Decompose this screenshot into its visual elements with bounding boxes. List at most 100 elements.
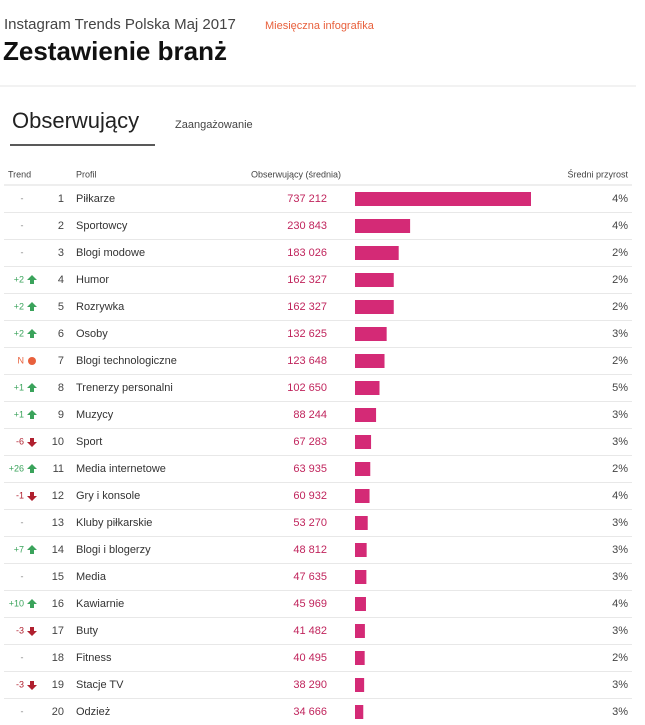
- trend-down-icon: [27, 627, 37, 636]
- trend-up-icon: [27, 545, 37, 554]
- trend: +1: [14, 382, 24, 392]
- followers-bar: [355, 192, 531, 206]
- followers-bar: [355, 543, 367, 557]
- profile-name: Stacje TV: [76, 679, 124, 691]
- growth: 4%: [612, 490, 628, 502]
- rank: 6: [58, 328, 64, 340]
- followers: 63 935: [293, 463, 327, 475]
- growth: 4%: [612, 220, 628, 232]
- column-header: Trend: [8, 169, 31, 179]
- trend: N: [18, 355, 25, 365]
- rank: 19: [52, 679, 64, 691]
- growth: 3%: [612, 706, 628, 718]
- followers: 102 650: [287, 382, 327, 394]
- profile-name: Sportowcy: [76, 220, 128, 232]
- profile-name: Muzycy: [76, 409, 114, 421]
- followers-bar: [355, 354, 385, 368]
- followers: 53 270: [293, 517, 327, 529]
- profile-name: Fitness: [76, 652, 112, 664]
- rank: 15: [52, 571, 64, 583]
- trend-up-icon: [27, 464, 37, 473]
- trend-down-icon: [27, 438, 37, 447]
- followers: 162 327: [287, 274, 327, 286]
- rank: 8: [58, 382, 64, 394]
- trend: +10: [9, 598, 24, 608]
- profile-name: Sport: [76, 436, 102, 448]
- profile-name: Humor: [76, 274, 109, 286]
- followers-bar: [355, 597, 366, 611]
- growth: 2%: [612, 652, 628, 664]
- rank: 10: [52, 436, 64, 448]
- profile-name: Media: [76, 571, 107, 583]
- trend-up-icon: [27, 275, 37, 284]
- followers: 737 212: [287, 193, 327, 205]
- followers: 88 244: [293, 409, 327, 421]
- profile-name: Kluby piłkarskie: [76, 517, 152, 529]
- followers-bar: [355, 246, 399, 260]
- growth: 3%: [612, 517, 628, 529]
- trend: +26: [9, 463, 24, 473]
- followers-bar: [355, 300, 394, 314]
- followers-bar: [355, 489, 370, 503]
- trend: -1: [16, 490, 24, 500]
- followers: 47 635: [293, 571, 327, 583]
- followers: 45 969: [293, 598, 327, 610]
- followers-bar: [355, 273, 394, 287]
- tab-active[interactable]: Obserwujący: [12, 108, 139, 133]
- trend-new-icon: [28, 357, 36, 365]
- followers-bar: [355, 462, 371, 476]
- profile-name: Piłkarze: [76, 193, 115, 205]
- column-header: Obserwujący (średnia): [251, 169, 341, 179]
- followers-bar: [355, 651, 365, 665]
- trend: -3: [16, 625, 24, 635]
- rank: 2: [58, 220, 64, 232]
- followers-bar: [355, 678, 365, 692]
- growth: 3%: [612, 544, 628, 556]
- followers: 162 327: [287, 301, 327, 313]
- trend: -: [21, 247, 24, 257]
- followers-bar: [355, 219, 411, 233]
- profile-name: Osoby: [76, 328, 108, 340]
- growth: 2%: [612, 247, 628, 259]
- followers-bar: [355, 570, 367, 584]
- growth: 3%: [612, 679, 628, 691]
- trend: -: [21, 706, 24, 716]
- growth: 4%: [612, 598, 628, 610]
- title: Zestawienie branż: [3, 36, 227, 66]
- growth: 3%: [612, 436, 628, 448]
- tag: Miesięczna infografika: [265, 20, 375, 32]
- rank: 11: [53, 463, 64, 475]
- trend: +2: [14, 274, 24, 284]
- followers-bar: [355, 408, 377, 422]
- profile-name: Buty: [76, 625, 99, 637]
- followers-bar: [355, 435, 372, 449]
- profile-name: Gry i konsole: [76, 490, 140, 502]
- profile-name: Media internetowe: [76, 463, 166, 475]
- column-header: Średni przyrost: [567, 168, 628, 179]
- followers-bar: [355, 516, 368, 530]
- trend: -: [21, 517, 24, 527]
- followers: 34 666: [293, 706, 327, 718]
- rank: 3: [58, 247, 64, 259]
- profile-name: Blogi technologiczne: [76, 355, 177, 367]
- supertitle: Instagram Trends Polska Maj 2017: [4, 16, 236, 33]
- profile-name: Trenerzy personalni: [76, 382, 173, 394]
- trend: -6: [16, 436, 24, 446]
- profile-name: Blogi modowe: [76, 247, 145, 259]
- trend: +2: [14, 328, 24, 338]
- trend: +2: [14, 301, 24, 311]
- trend: -: [21, 652, 24, 662]
- rank: 20: [52, 706, 64, 718]
- growth: 2%: [612, 355, 628, 367]
- column-header: Profil: [76, 169, 97, 179]
- trend: -3: [16, 679, 24, 689]
- tab[interactable]: Zaangażowanie: [175, 119, 253, 131]
- rank: 4: [58, 274, 64, 286]
- trend-up-icon: [27, 329, 37, 338]
- followers-bar: [355, 705, 364, 719]
- followers: 40 495: [293, 652, 327, 664]
- profile-name: Odzież: [76, 706, 110, 718]
- trend: -: [21, 571, 24, 581]
